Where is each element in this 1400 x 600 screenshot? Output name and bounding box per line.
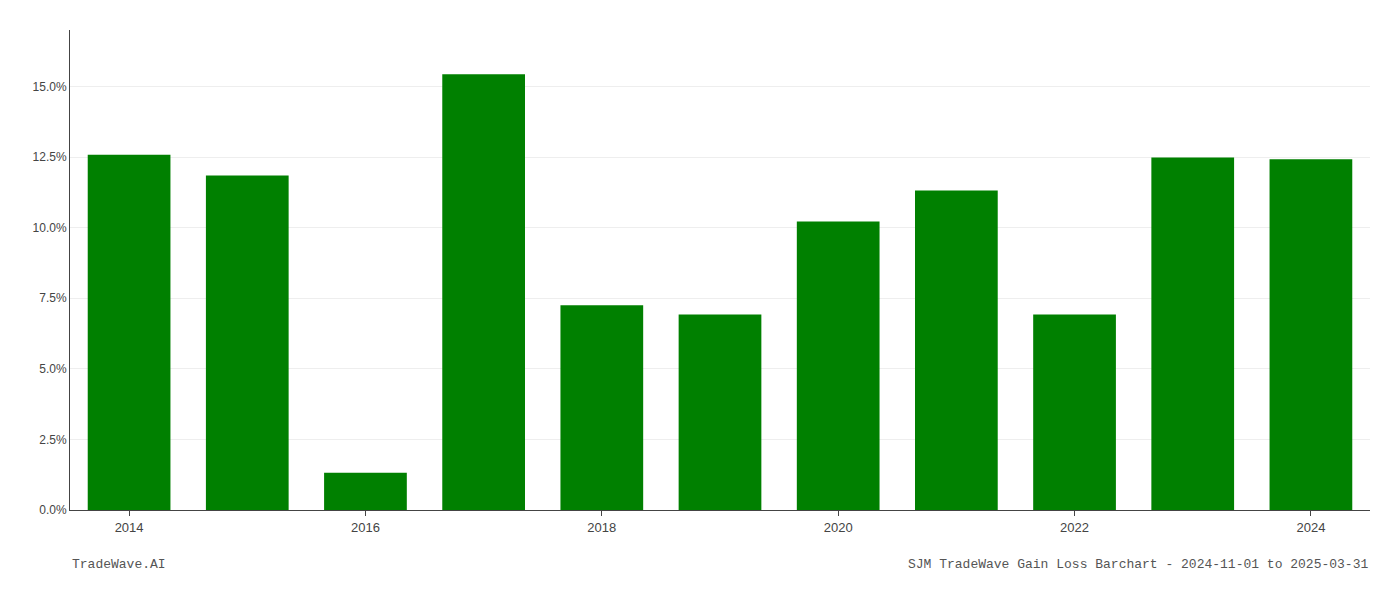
svg-text:7.5%: 7.5% xyxy=(39,291,67,305)
svg-text:12.5%: 12.5% xyxy=(33,150,67,164)
svg-text:2020: 2020 xyxy=(824,520,853,535)
svg-text:2.5%: 2.5% xyxy=(39,433,67,447)
svg-text:SJM TradeWave Gain Loss Barcha: SJM TradeWave Gain Loss Barchart - 2024-… xyxy=(908,557,1368,572)
svg-text:15.0%: 15.0% xyxy=(33,80,67,94)
svg-text:10.0%: 10.0% xyxy=(33,221,67,235)
svg-text:2018: 2018 xyxy=(587,520,616,535)
svg-text:TradeWave.AI: TradeWave.AI xyxy=(72,557,166,572)
svg-text:2022: 2022 xyxy=(1060,520,1089,535)
svg-text:2024: 2024 xyxy=(1296,520,1325,535)
svg-text:0.0%: 0.0% xyxy=(39,503,67,517)
svg-text:2016: 2016 xyxy=(351,520,380,535)
svg-text:5.0%: 5.0% xyxy=(39,362,67,376)
svg-text:2014: 2014 xyxy=(115,520,144,535)
